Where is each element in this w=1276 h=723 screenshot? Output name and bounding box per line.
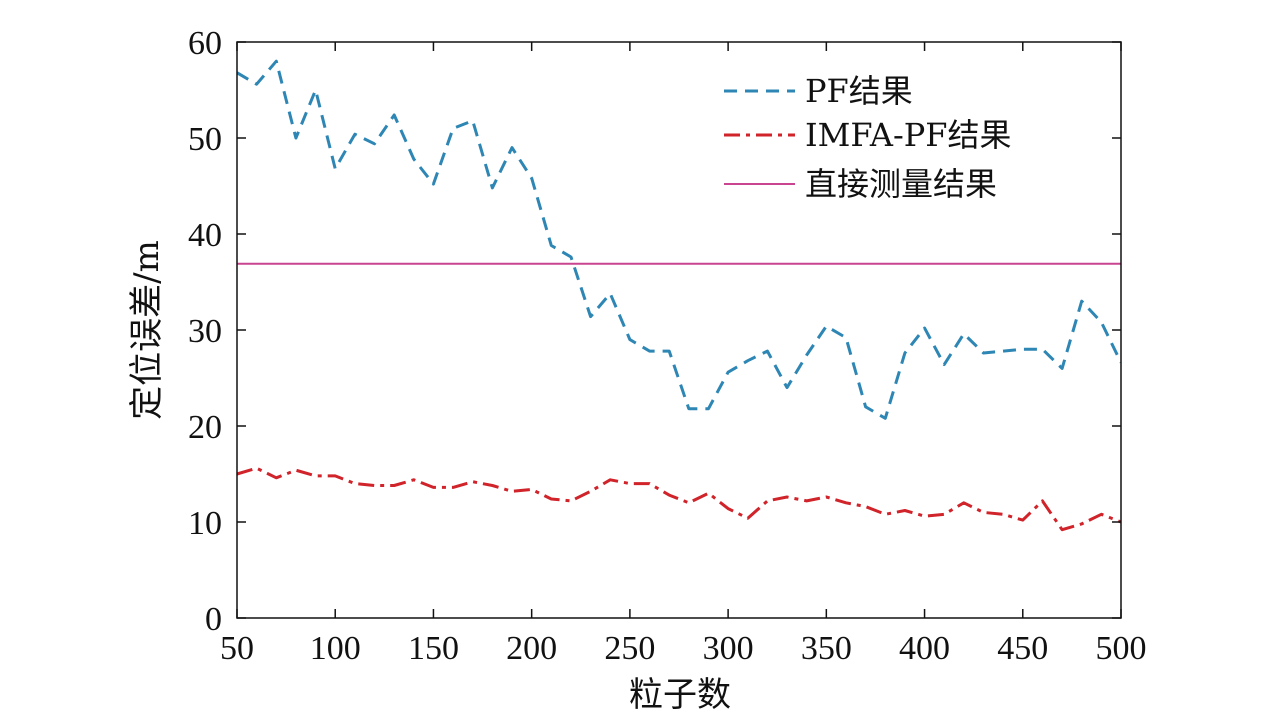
x-tick-label: 300 (703, 630, 754, 667)
x-tick-label: 250 (604, 630, 655, 667)
y-axis-title: 定位误差/m (127, 240, 167, 420)
y-tick-label: 50 (188, 121, 222, 158)
y-tick-label: 30 (188, 313, 222, 350)
y-tick-label: 10 (188, 505, 222, 542)
x-tick-label: 200 (506, 630, 557, 667)
legend-label-3: 直接测量结果 (805, 165, 997, 203)
x-tick-label: 150 (408, 630, 459, 667)
x-tick-label: 350 (801, 630, 852, 667)
x-tick-label: 500 (1096, 630, 1147, 667)
y-tick-label: 20 (188, 409, 222, 446)
series-line-1 (237, 59, 1121, 420)
x-tick-label: 50 (220, 630, 254, 667)
x-tick-label: 100 (310, 630, 361, 667)
y-tick-label: 0 (205, 601, 222, 638)
y-tick-label: 40 (188, 217, 222, 254)
legend-label-2: IMFA-PF结果 (805, 116, 1012, 154)
axes: 50 100 150 200 250 300 350 400 450 500 0 10 20 30 40 50… (188, 25, 1147, 667)
legend-label-1: PF结果 (805, 72, 913, 110)
y-tick-label: 60 (188, 25, 222, 62)
series-line-2 (237, 466, 1121, 532)
plot-area (237, 59, 1121, 532)
x-tick-label: 450 (997, 630, 1048, 667)
x-tick-label: 400 (899, 630, 950, 667)
x-axis-title: 粒子数 (629, 675, 731, 715)
